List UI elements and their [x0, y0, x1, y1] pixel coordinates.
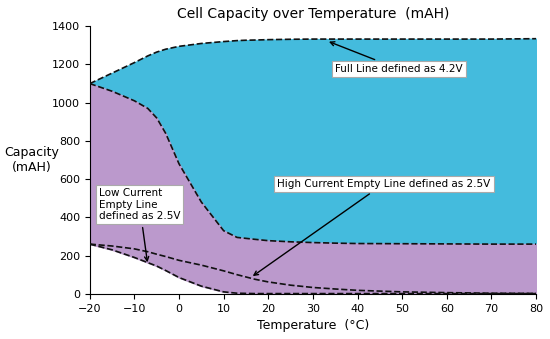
Text: Full Line defined as 4.2V: Full Line defined as 4.2V — [331, 42, 463, 74]
X-axis label: Temperature  (°C): Temperature (°C) — [257, 319, 369, 332]
Y-axis label: Capacity
(mAH): Capacity (mAH) — [4, 146, 59, 174]
Title: Cell Capacity over Temperature  (mAH): Cell Capacity over Temperature (mAH) — [177, 7, 449, 21]
Text: High Current Empty Line defined as 2.5V: High Current Empty Line defined as 2.5V — [254, 179, 491, 275]
Text: Low Current
Empty Line
defined as 2.5V: Low Current Empty Line defined as 2.5V — [98, 188, 180, 261]
